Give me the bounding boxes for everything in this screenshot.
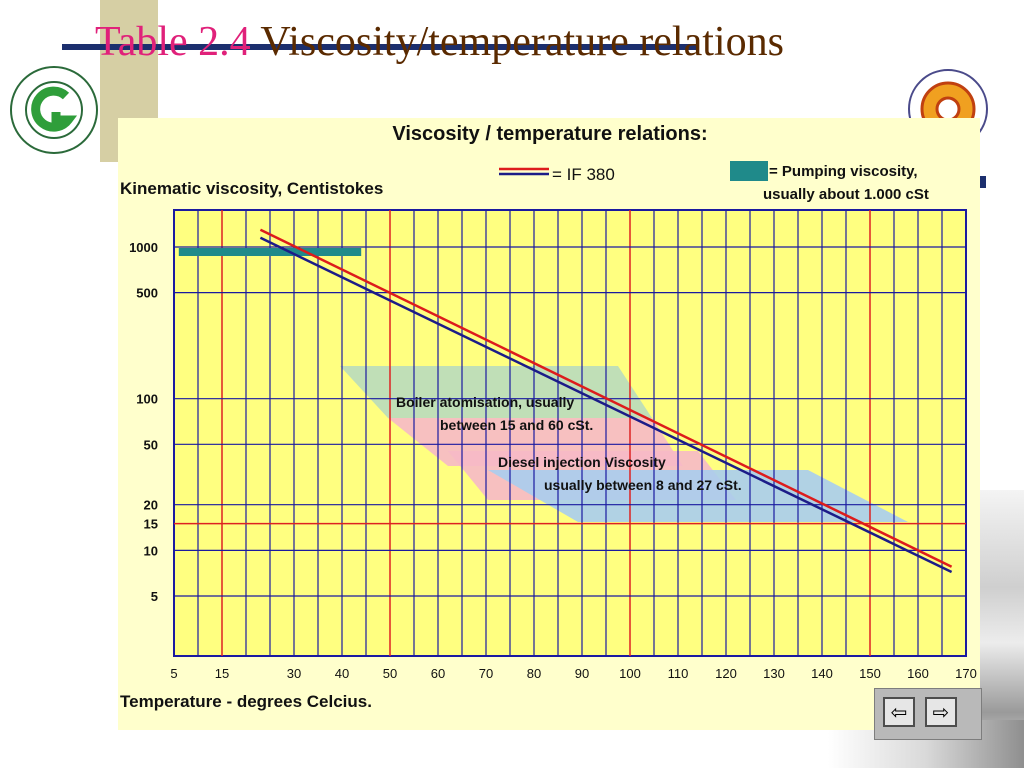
legend-label-pumping-line1: = Pumping viscosity, xyxy=(769,163,918,180)
y-tick-label: 50 xyxy=(144,437,158,452)
x-tick-label: 120 xyxy=(715,666,737,681)
slide-title-text: Viscosity/temperature relations xyxy=(250,19,784,65)
pumping-viscosity-bar xyxy=(178,248,362,256)
boiler-annotation-line1: Boiler atomisation, usually xyxy=(396,394,574,410)
boiler-annotation-line2: between 15 and 60 cSt. xyxy=(440,417,593,433)
y-tick-label: 10 xyxy=(144,543,158,558)
x-tick-label: 110 xyxy=(668,666,689,681)
x-tick-label: 160 xyxy=(907,666,929,681)
slide-navigation: ⇦ ⇨ xyxy=(874,688,982,740)
viscosity-chart: Boiler atomisation, usually between 15 an… xyxy=(120,123,977,711)
x-tick-label: 150 xyxy=(859,666,881,681)
x-tick-label: 90 xyxy=(575,666,589,681)
x-tick-label: 100 xyxy=(619,666,641,681)
y-tick-label: 100 xyxy=(136,392,158,407)
y-tick-label: 1000 xyxy=(129,240,158,255)
x-tick-label: 60 xyxy=(431,666,445,681)
y-tick-label: 5 xyxy=(151,589,158,604)
chart-panel: Boiler atomisation, usually between 15 an… xyxy=(118,118,980,730)
x-tick-label: 170 xyxy=(955,666,977,681)
legend-swatch-pumping xyxy=(730,161,768,181)
arrow-left-icon[interactable]: ⇦ xyxy=(883,697,915,727)
x-tick-label: 140 xyxy=(811,666,833,681)
x-tick-label: 130 xyxy=(763,666,785,681)
x-tick-label: 5 xyxy=(170,666,177,681)
legend-label-if380: = IF 380 xyxy=(552,165,615,184)
boiler-band-upper xyxy=(340,366,652,418)
wuhan-university-of-technology-logo-icon xyxy=(10,66,98,154)
x-tick-label: 70 xyxy=(479,666,493,681)
series-line-if380-red xyxy=(259,228,953,568)
y-tick-label: 20 xyxy=(144,498,158,513)
title-underline xyxy=(62,44,698,50)
arrow-right-icon[interactable]: ⇨ xyxy=(925,697,957,727)
legend-label-pumping-line2: usually about 1.000 cSt xyxy=(763,186,929,203)
slide-title-prefix: Table 2.4 xyxy=(95,19,251,65)
y-axis-label: Kinematic viscosity, Centistokes xyxy=(120,179,383,198)
slide-title: Table 2.4 Viscosity/temperature relation… xyxy=(95,18,784,66)
x-axis-label: Temperature - degrees Celcius. xyxy=(120,692,372,711)
diesel-annotation-line1: Diesel injection Viscosity xyxy=(498,454,666,470)
diesel-band-lower xyxy=(488,470,908,522)
y-tick-label: 15 xyxy=(144,517,158,532)
x-tick-label: 50 xyxy=(383,666,397,681)
diesel-annotation-line2: usually between 8 and 27 cSt. xyxy=(544,477,742,493)
x-tick-label: 40 xyxy=(335,666,349,681)
chart-title: Viscosity / temperature relations: xyxy=(392,123,707,145)
x-tick-label: 15 xyxy=(215,666,229,681)
y-tick-label: 500 xyxy=(136,286,158,301)
x-tick-label: 80 xyxy=(527,666,541,681)
series-line-if380-blue xyxy=(259,236,953,574)
x-tick-label: 30 xyxy=(287,666,301,681)
